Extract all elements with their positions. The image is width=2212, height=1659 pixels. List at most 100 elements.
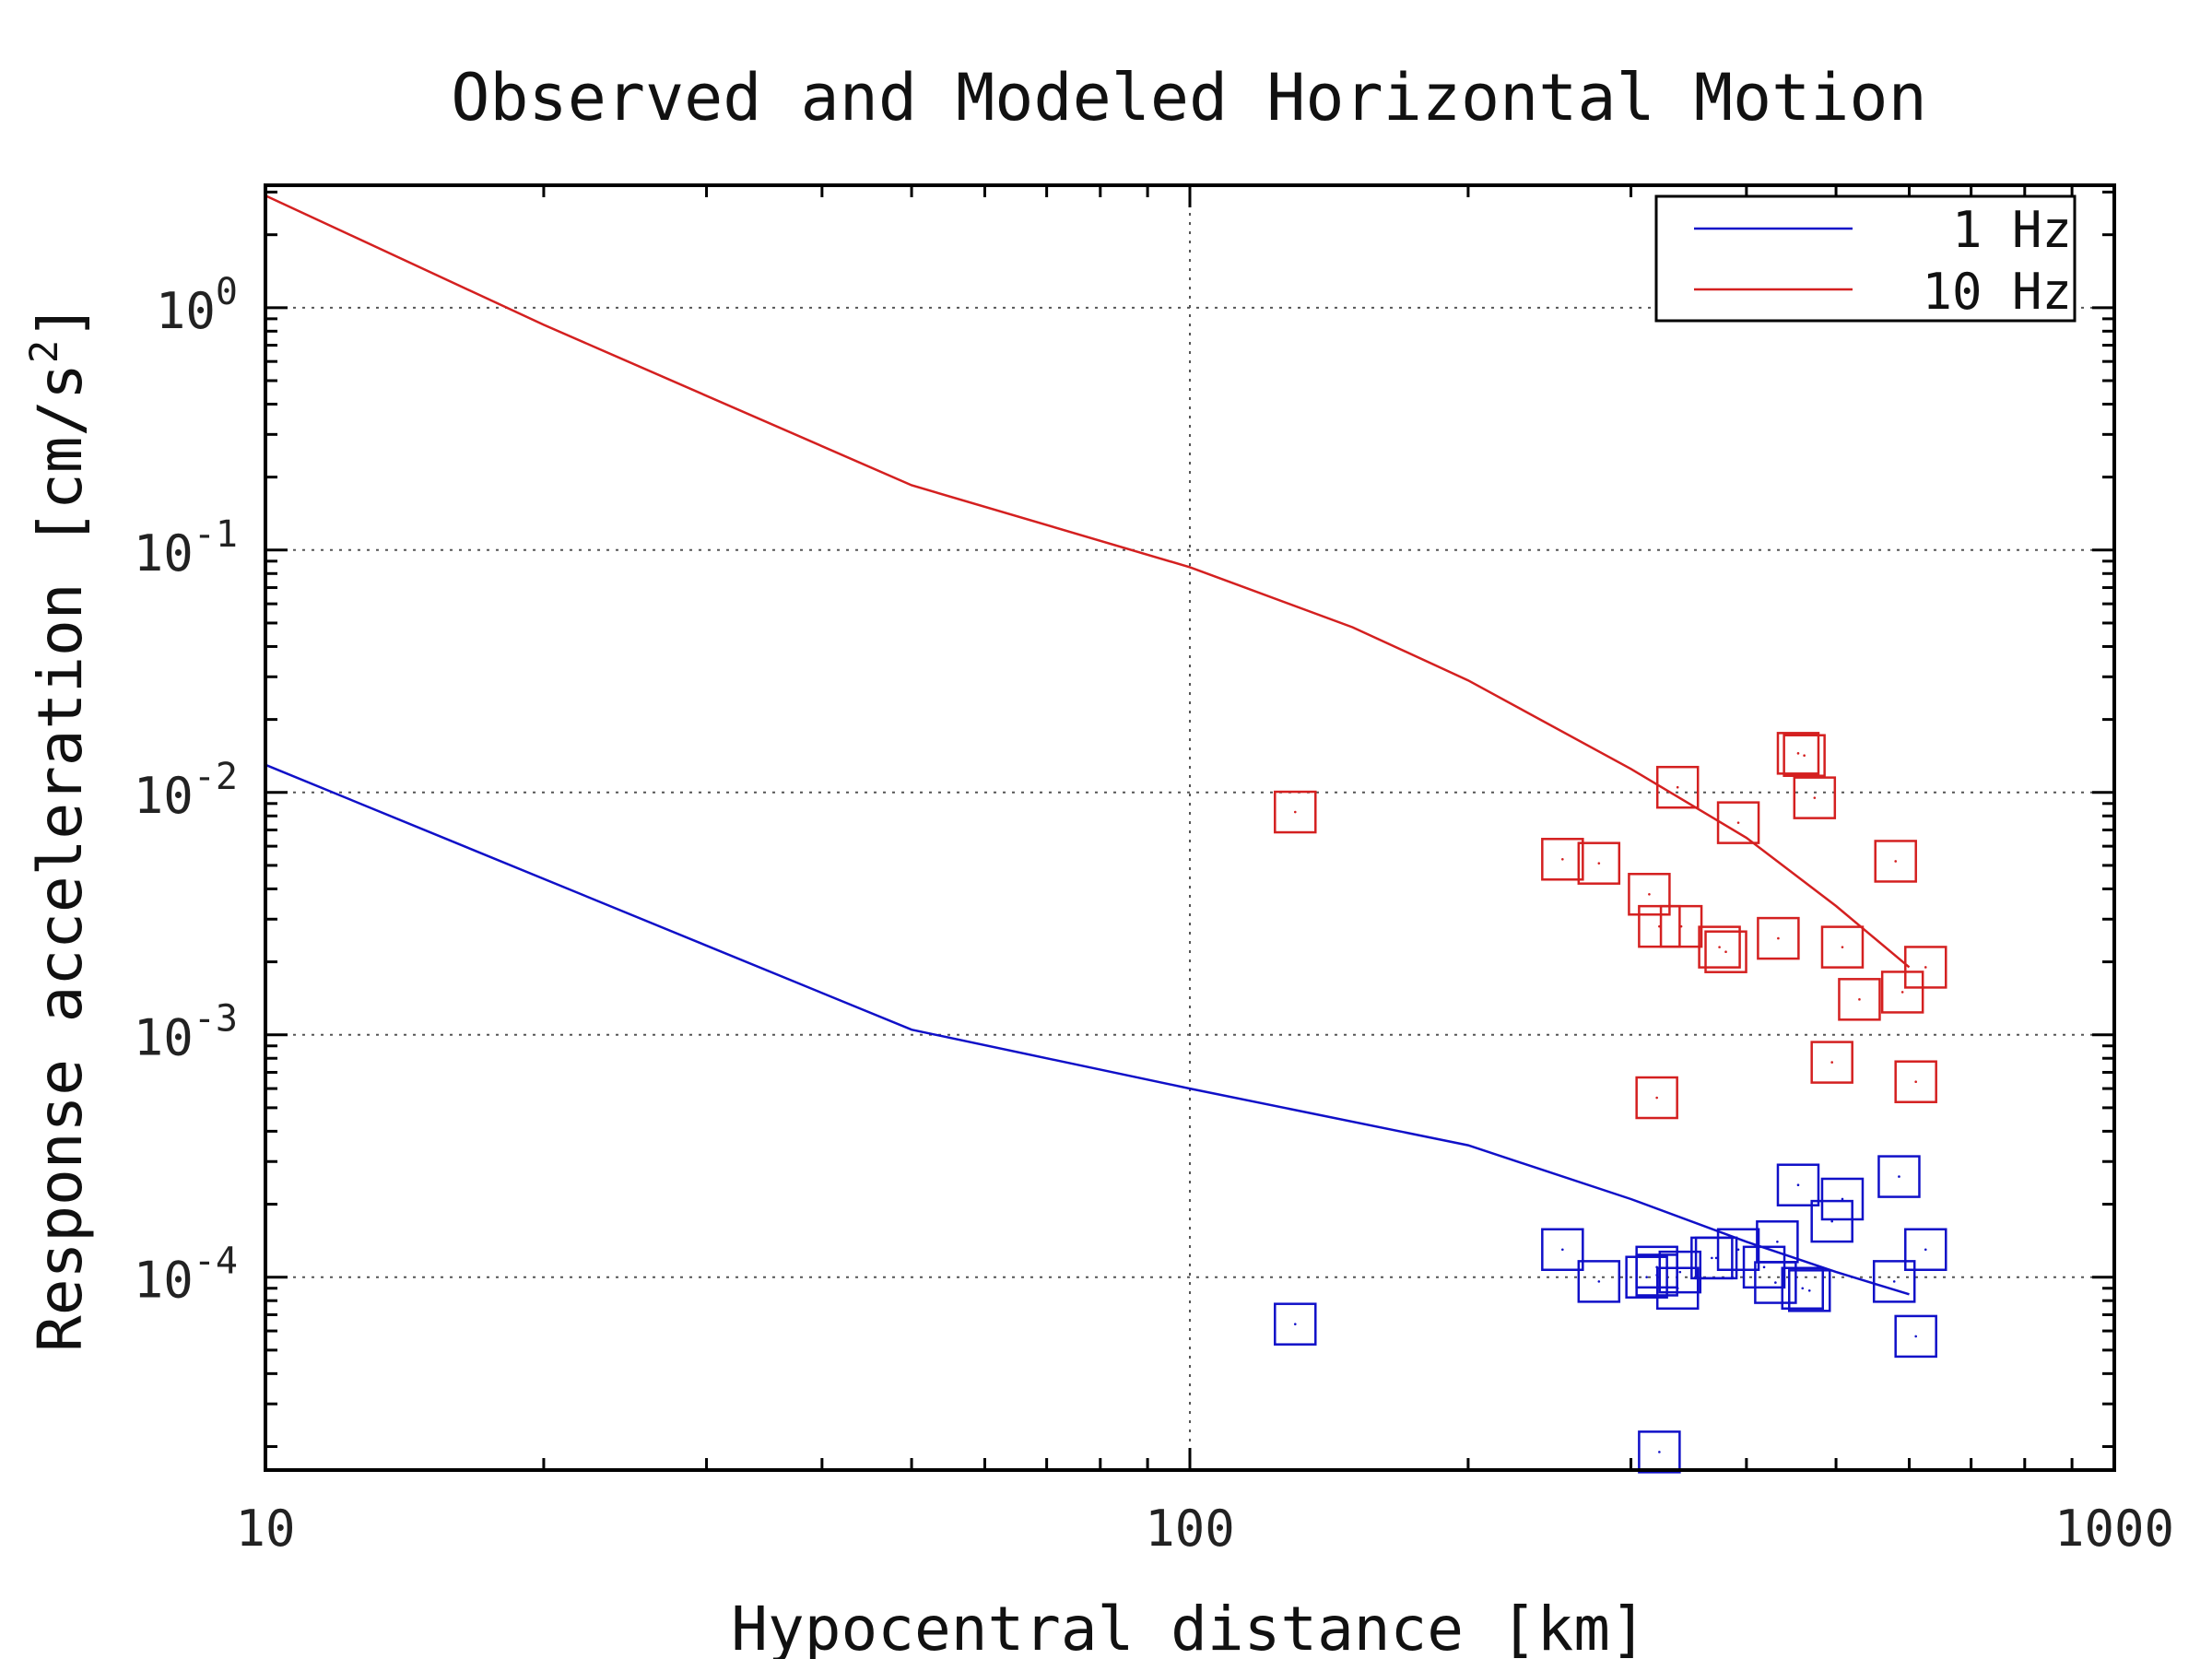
data-point-10hz	[1635, 1076, 1678, 1120]
data-point-center-10hz	[1648, 892, 1651, 896]
axis-ticks: 10 100 1000 100 10-1 10-2 10-3 10-4	[134, 185, 2174, 1558]
chart-title: Observed and Modeled Horizontal Motion	[451, 60, 1926, 135]
data-point-center-1hz	[1796, 1183, 1800, 1187]
data-point-1hz	[1658, 1250, 1702, 1294]
data-point-10hz	[1894, 1060, 1937, 1103]
data-point-center-10hz	[1813, 796, 1817, 799]
x-tick-label: 100	[1145, 1500, 1235, 1558]
data-point-1hz	[1904, 1228, 1947, 1271]
data-point-center-1hz	[1924, 1248, 1927, 1252]
data-point-10hz	[1628, 873, 1671, 916]
data-point-1hz	[1577, 1260, 1621, 1303]
data-point-center-10hz	[1718, 946, 1721, 948]
data-point-10hz	[1274, 790, 1317, 834]
x-tick-label: 10	[235, 1500, 295, 1558]
data-point-1hz	[1756, 1220, 1799, 1264]
y-axis-label-main: Response acceleration [cm/s	[25, 363, 96, 1352]
data-point-center-10hz	[1858, 998, 1861, 1001]
data-point-center-1hz	[1776, 1240, 1779, 1243]
data-point-center-1hz	[1714, 1256, 1718, 1260]
x-tick-label: 1000	[2054, 1500, 2174, 1558]
data-point-center-10hz	[1293, 810, 1297, 814]
data-point-10hz	[1793, 776, 1837, 819]
y-tick-label: 10-4	[134, 1241, 238, 1310]
data-point-center-1hz	[1597, 1280, 1601, 1283]
data-point-10hz	[1838, 978, 1881, 1021]
data-point-1hz	[1788, 1269, 1831, 1312]
data-point-1hz	[1694, 1236, 1738, 1280]
data-point-center-10hz	[1597, 862, 1601, 865]
legend-label-1hz: 1 Hz	[1952, 201, 2072, 259]
data-point-center-1hz	[1655, 1274, 1658, 1277]
data-point-1hz	[1638, 1430, 1681, 1474]
y-tick-label: 100	[156, 271, 238, 340]
data-point-center-1hz	[1841, 1197, 1844, 1201]
data-point-center-1hz	[1561, 1248, 1564, 1252]
y-axis-label-superscript: 2	[21, 340, 66, 363]
data-point-center-10hz	[1679, 924, 1683, 928]
data-point-10hz	[1716, 801, 1760, 844]
data-point-center-10hz	[1841, 946, 1844, 948]
y-tick-label: 10-2	[134, 756, 238, 825]
data-point-center-1hz	[1914, 1335, 1917, 1338]
data-point-10hz	[1704, 930, 1747, 973]
data-point-1hz	[1635, 1253, 1678, 1297]
data-point-1hz	[1776, 1163, 1820, 1206]
data-point-center-1hz	[1293, 1323, 1297, 1325]
data-point-10hz	[1757, 916, 1800, 960]
data-point-1hz	[1781, 1266, 1824, 1310]
data-point-center-1hz	[1801, 1287, 1805, 1290]
y-axis-label-end: ]	[25, 303, 96, 340]
data-point-center-1hz	[1711, 1256, 1713, 1260]
data-point-center-10hz	[1676, 785, 1679, 789]
data-point-center-10hz	[1803, 754, 1806, 758]
legend: 1 Hz 10 Hz	[1654, 194, 2077, 323]
legend-label-10hz: 10 Hz	[1922, 263, 2072, 321]
data-point-10hz	[1655, 765, 1700, 809]
data-point-1hz	[1716, 1228, 1760, 1271]
model-line-1hz	[265, 763, 1910, 1296]
data-point-10hz	[1904, 946, 1947, 989]
data-point-center-10hz	[1830, 1061, 1833, 1064]
data-point-center-10hz	[1894, 860, 1898, 863]
data-point-10hz	[1638, 904, 1681, 948]
data-point-center-1hz	[1830, 1219, 1833, 1223]
data-point-1hz	[1877, 1155, 1921, 1198]
data-point-1hz	[1274, 1302, 1317, 1346]
data-point-center-10hz	[1655, 1096, 1658, 1100]
legend-box	[1654, 194, 2077, 323]
data-point-center-1hz	[1762, 1265, 1766, 1269]
data-point-1hz	[1625, 1255, 1668, 1299]
data-point-center-10hz	[1924, 966, 1927, 969]
model-line-10hz	[265, 194, 1911, 969]
data-point-center-10hz	[1736, 821, 1740, 824]
data-point-10hz	[1783, 734, 1826, 777]
data-point-1hz	[1820, 1177, 1865, 1221]
data-point-center-10hz	[1561, 857, 1564, 861]
data-point-center-1hz	[1678, 1270, 1682, 1274]
data-point-center-1hz	[1807, 1289, 1811, 1292]
data-point-10hz	[1541, 838, 1584, 881]
data-point-center-10hz	[1777, 936, 1780, 940]
data-point-10hz	[1874, 840, 1917, 883]
data-point-1hz	[1872, 1260, 1916, 1303]
data-point-10hz	[1810, 1041, 1853, 1084]
data-point-center-10hz	[1724, 950, 1727, 953]
data-point-10hz	[1577, 841, 1621, 885]
data-point-center-1hz	[1658, 1451, 1661, 1453]
data-point-center-1hz	[1645, 1276, 1648, 1279]
data-point-center-1hz	[1736, 1248, 1740, 1252]
plot-frame	[264, 183, 2116, 1472]
data-point-center-10hz	[1914, 1080, 1917, 1084]
y-tick-label: 10-3	[134, 998, 238, 1067]
grid	[265, 185, 2114, 1470]
data-point-center-10hz	[1900, 991, 1904, 994]
x-axis-label: Hypocentral distance [km]	[731, 1594, 1646, 1659]
data-point-1hz	[1894, 1314, 1937, 1359]
data-point-10hz	[1776, 732, 1820, 775]
data-point-center-1hz	[1774, 1281, 1777, 1284]
data-point-1hz	[1541, 1228, 1584, 1271]
plot-area	[265, 194, 1947, 1474]
data-point-center-1hz	[1892, 1280, 1896, 1283]
